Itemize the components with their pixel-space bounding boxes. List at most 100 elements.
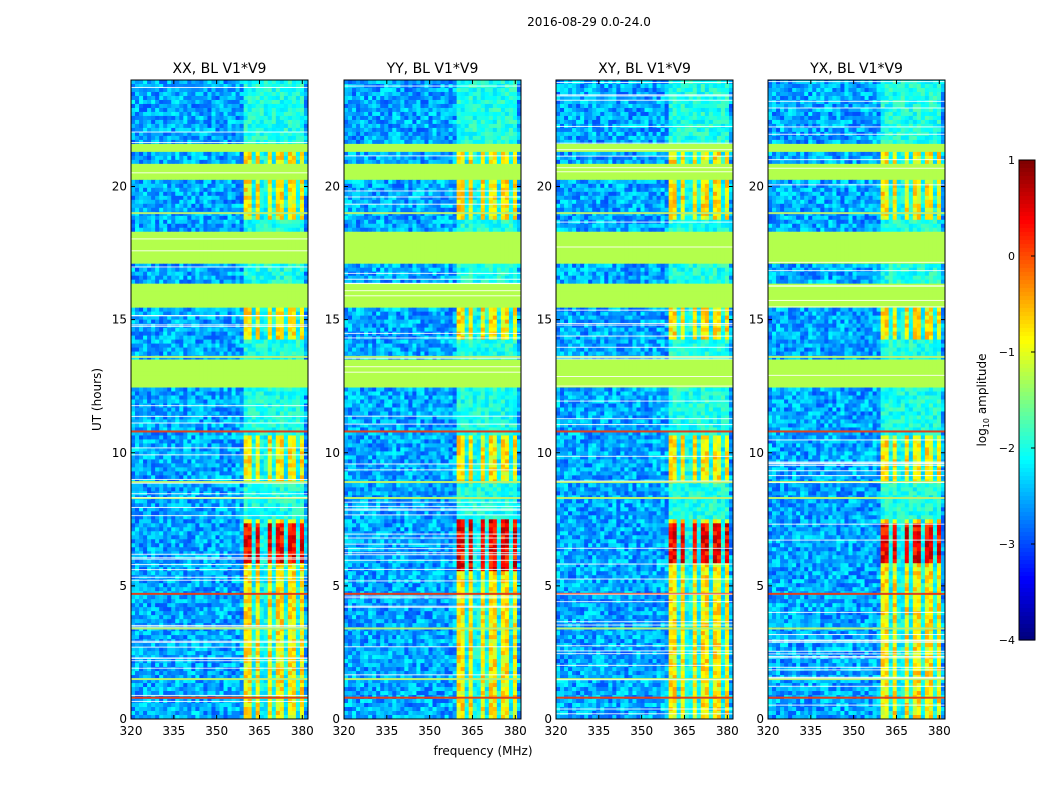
colorbar-segment [1019,164,1035,169]
colorbar-segment [1019,392,1035,397]
colorbar-segment [1019,572,1035,577]
y-tick-label: 10 [112,446,127,460]
flag-line [131,626,308,628]
flag-line [131,497,308,499]
x-tick-label: 335 [375,724,398,738]
flag-line [768,677,945,679]
colorbar-segment [1019,512,1035,517]
colorbar-segment [1019,388,1035,393]
flag-line [556,664,733,666]
y-tick-label: 0 [544,712,552,726]
flag-line [556,346,733,348]
flag-line [768,640,945,642]
rfi-line [556,497,733,500]
flag-line [768,133,945,135]
colorbar-segment [1019,580,1035,585]
rfi-line [768,355,945,358]
colorbar-segment [1019,296,1035,301]
colorbar-segment [1019,304,1035,309]
flag-line [768,523,945,525]
x-axis-label: frequency (MHz) [433,744,532,758]
x-tick-label: 380 [716,724,739,738]
colorbar-segment [1019,204,1035,209]
heatmap-3 [768,80,945,719]
colorbar-segment [1019,260,1035,265]
flag-line [556,309,733,311]
colorbar-segment [1019,416,1035,421]
x-tick-label: 380 [504,724,527,738]
flag-line [344,469,521,471]
colorbar-segment [1019,324,1035,329]
flag-line [344,283,521,285]
flag-line [768,463,945,465]
colorbar-segment [1019,356,1035,361]
colorbar-segment [1019,564,1035,569]
flag-line [768,107,945,109]
rfi-line [556,212,733,215]
flag-line [768,270,945,272]
colorbar-segment [1019,460,1035,465]
colorbar-tick-label: 0 [1008,250,1015,263]
flag-line [768,81,945,83]
flag-line [344,533,521,535]
flag-line [131,646,308,648]
colorbar-segment [1019,336,1035,341]
flag-line [131,557,308,559]
axes-frame [343,79,522,720]
colorbar-tick-label: −2 [999,442,1015,455]
y-tick-label: 15 [112,313,127,327]
rfi-line [131,678,308,681]
colorbar-tick-label: −4 [999,634,1015,647]
colorbar-segment [1019,448,1035,453]
y-tick-label: 20 [325,180,340,194]
axes-frame [130,79,309,720]
flag-line [768,126,945,128]
flag-line [768,641,945,643]
rfi-line [768,592,945,595]
flag-line [131,640,308,642]
colorbar-segment [1019,212,1035,217]
colorbar-segment [1019,248,1035,253]
flag-line [344,278,521,280]
rfi-line [344,212,521,215]
flag-line [344,674,521,676]
flag-line [556,624,733,626]
colorbar-segment [1019,364,1035,369]
panel-title: XX, BL V1*V9 [173,61,267,77]
colorbar-frame [1018,159,1036,641]
flag-line [768,653,945,655]
flag-line [768,261,945,263]
rfi-line [768,430,945,433]
colorbar-segment [1019,484,1035,489]
flag-line [768,685,945,687]
colorbar-segment [1019,560,1035,565]
flag-line [344,537,521,539]
flag-line [768,100,945,102]
colorbar-segment [1019,188,1035,193]
colorbar-segment [1019,288,1035,293]
rfi-line [344,481,521,484]
colorbar-segment [1019,504,1035,509]
colorbar-segment [1019,620,1035,625]
flag-line [768,657,945,659]
flag-line [556,601,733,603]
flag-line [768,634,945,636]
flag-line [556,171,733,173]
flag-line [344,554,521,556]
colorbar-segment [1019,272,1035,277]
y-tick-label: 0 [756,712,764,726]
colorbar-segment [1019,408,1035,413]
y-tick-label: 20 [749,180,764,194]
colorbar-segment [1019,424,1035,429]
rfi-line [768,497,945,500]
y-tick-label: 20 [112,180,127,194]
flag-line [344,580,521,582]
rfi-line [131,212,308,215]
flag-line [344,514,521,516]
flag-line [556,713,733,715]
panel-0: XX, BL V1*V9 320 335 350 365 380 0 5 10 15 20 UT (h… [90,61,314,738]
colorbar-segment [1019,496,1035,501]
y-tick-label: 5 [544,579,552,593]
y-tick-label: 10 [749,446,764,460]
